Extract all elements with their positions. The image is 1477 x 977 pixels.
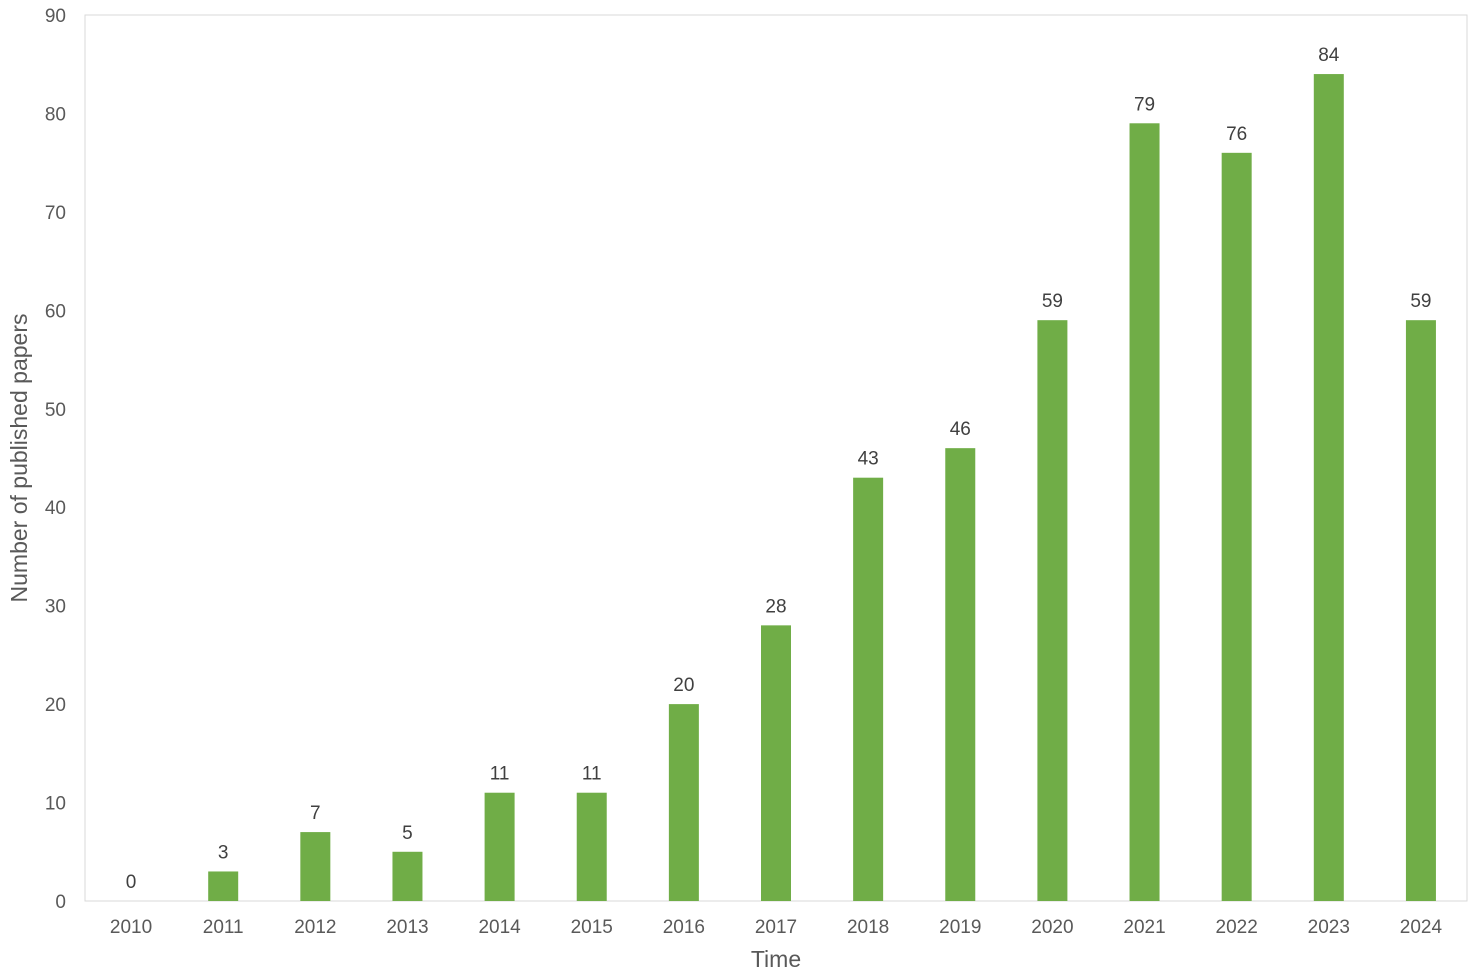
data-label: 0 [126,872,137,893]
y-tick-label: 10 [45,794,66,815]
bar [300,832,331,901]
x-tick-label: 2021 [1123,917,1165,938]
data-label: 59 [1410,291,1431,312]
bar [945,448,976,901]
x-tick-label: 2019 [939,917,981,938]
bar [1313,74,1344,902]
x-axis-ticks: 2010 2011 2012 2013 2014 2015 2016 2017 2018 2019… [110,917,1443,938]
x-tick-label: 2020 [1031,917,1073,938]
data-label: 11 [582,764,602,785]
bar [208,871,239,901]
bar [853,477,884,901]
data-label: 59 [1042,291,1063,312]
data-label: 79 [1134,94,1155,115]
y-tick-label: 40 [45,498,66,519]
y-tick-label: 0 [55,892,66,913]
y-axis-ticks: 0 10 20 30 40 50 60 70 80 90 [45,6,66,913]
y-axis-title: Number of published papers [6,314,32,603]
data-label: 28 [765,596,786,617]
y-tick-label: 80 [45,104,66,125]
y-tick-label: 20 [45,695,66,716]
data-labels: 0 3 7 5 11 11 20 28 43 46 59 79 76 84 59 [126,45,1432,893]
bar [1129,123,1160,902]
bar [1037,320,1068,902]
data-label: 20 [673,675,694,696]
x-tick-label: 2011 [203,917,244,938]
data-label: 76 [1226,124,1247,145]
x-tick-label: 2010 [110,917,152,938]
y-tick-label: 30 [45,597,66,618]
x-tick-label: 2014 [478,917,521,938]
data-label: 5 [402,823,413,844]
x-tick-label: 2023 [1308,917,1350,938]
y-tick-label: 90 [45,6,66,27]
data-label: 7 [310,803,321,824]
bar [484,792,515,901]
x-tick-label: 2012 [294,917,336,938]
x-tick-label: 2017 [755,917,797,938]
data-label: 3 [218,842,229,863]
x-tick-label: 2016 [663,917,705,938]
bar [1405,320,1436,902]
x-tick-label: 2022 [1216,917,1258,938]
bar [761,625,791,901]
bar [576,792,607,901]
bar [668,704,699,901]
data-label: 84 [1318,45,1340,66]
x-axis-title: Time [751,946,801,972]
y-tick-label: 60 [45,301,66,322]
x-tick-label: 2013 [386,917,428,938]
data-label: 46 [950,419,971,440]
x-tick-label: 2015 [571,917,613,938]
bars [208,74,1436,902]
data-label: 43 [858,449,879,470]
y-tick-label: 70 [45,203,66,224]
bar [392,851,423,901]
y-tick-label: 50 [45,400,66,421]
x-tick-label: 2024 [1400,917,1443,938]
x-tick-label: 2018 [847,917,889,938]
bar [1221,152,1252,902]
data-label: 11 [490,764,510,785]
